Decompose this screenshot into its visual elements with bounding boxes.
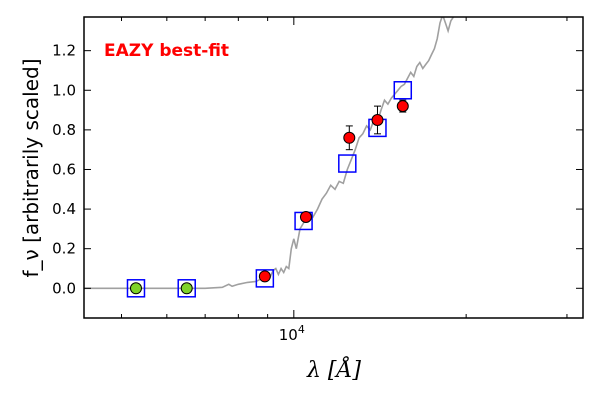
y-tick-label: 0.2	[52, 240, 76, 258]
y-tick-label: 0.4	[52, 200, 76, 218]
nondetection-point	[129, 282, 142, 295]
y-tick-label: 1.2	[52, 42, 76, 60]
detection-point	[343, 131, 356, 144]
y-tick-label: 0.8	[52, 121, 76, 139]
y-tick-label: 0.0	[52, 279, 76, 297]
model-flux-box	[338, 154, 357, 173]
model-flux-box	[126, 279, 146, 298]
detection-point	[258, 270, 271, 283]
annotation-label: EAZY best-fit	[104, 41, 229, 61]
detection-point	[299, 211, 312, 224]
model-flux-box	[177, 279, 196, 298]
detection-point	[396, 100, 409, 113]
y-axis-label: f_ν [arbitrarily scaled]	[19, 59, 43, 278]
x-axis-label: λ [Å]	[306, 355, 361, 383]
nondetection-point	[180, 282, 193, 295]
y-tick-label: 1.0	[52, 81, 76, 99]
model-flux-box	[393, 81, 413, 100]
model-flux-box	[255, 269, 275, 288]
y-tick-label: 0.6	[52, 160, 76, 178]
detection-point	[371, 113, 384, 126]
x-tick-label: 104	[279, 323, 305, 344]
plot-frame	[83, 16, 584, 319]
